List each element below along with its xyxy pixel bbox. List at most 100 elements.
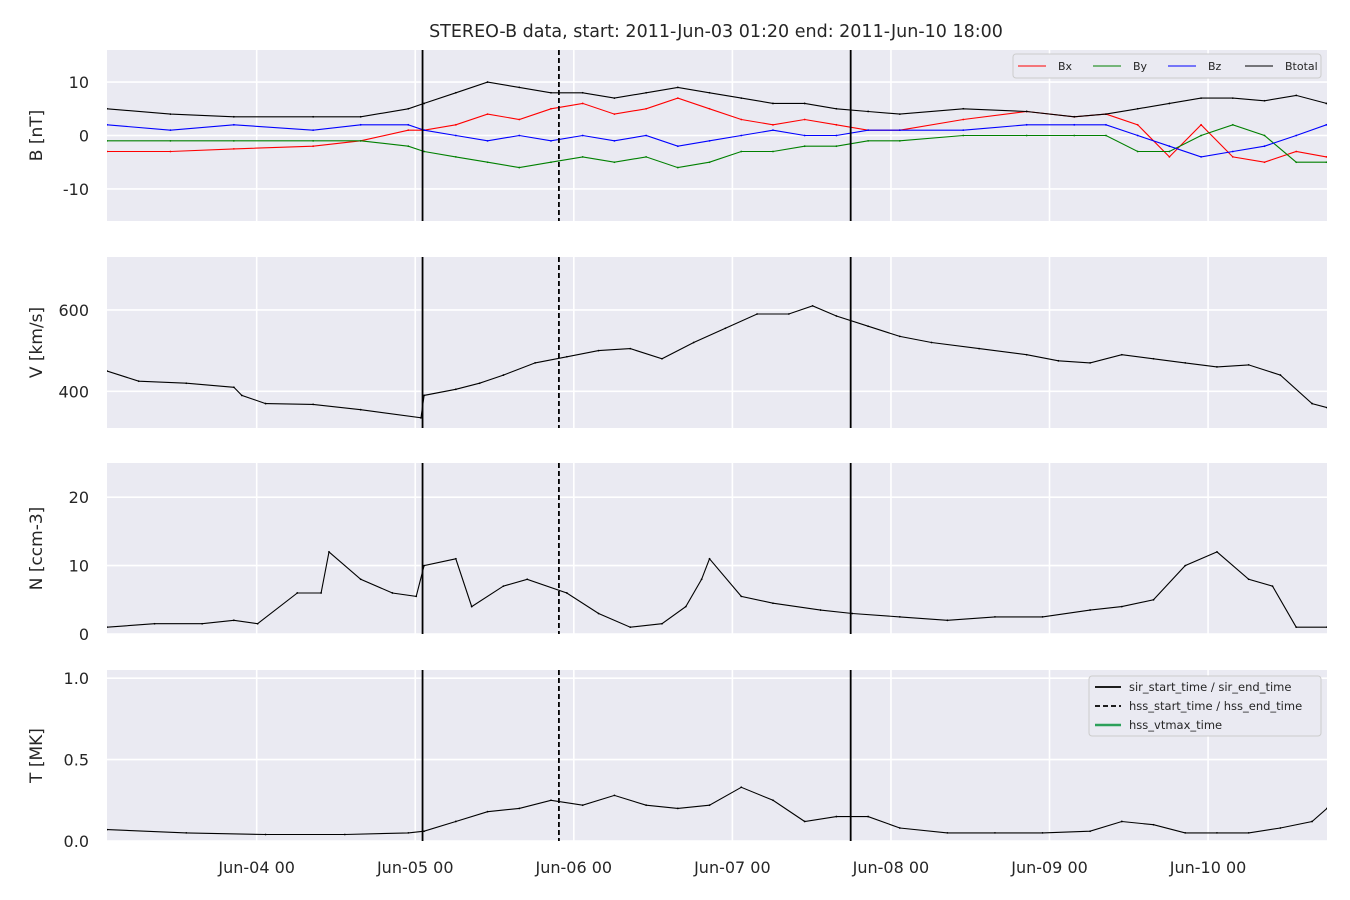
data-point: [1089, 361, 1092, 364]
data-point: [296, 592, 299, 594]
data-point-by: [1295, 161, 1298, 164]
data-point: [1279, 374, 1282, 376]
data-point-by: [359, 139, 362, 142]
data-point-bx: [169, 150, 172, 153]
data-point-by: [107, 139, 108, 142]
panel-4: 0.0 0.5 1.0 T [MK] sir_start_time / sir_end_…: [27, 669, 1327, 851]
data-point: [534, 361, 537, 364]
data-point: [1279, 827, 1282, 829]
data-point-bx: [454, 123, 457, 126]
data-point: [526, 578, 529, 581]
data-point-bz: [645, 134, 648, 137]
data-point-bz: [169, 129, 172, 132]
legend-label: hss_vtmax_time: [1129, 718, 1222, 732]
data-point-btotal: [107, 107, 108, 110]
data-point: [486, 810, 489, 813]
data-point: [1089, 609, 1092, 611]
data-point: [320, 592, 322, 594]
y-tick-label: 0.5: [64, 751, 89, 770]
panel-3: 0 10 20 N [ccm-3]: [27, 463, 1327, 644]
data-point-btotal: [359, 115, 362, 118]
data-point-by: [1136, 150, 1139, 153]
data-point: [772, 602, 774, 605]
data-point-bz: [708, 139, 711, 142]
data-point-bz: [1231, 150, 1234, 153]
data-point-by: [518, 166, 521, 169]
data-point-by: [676, 166, 679, 169]
data-point: [819, 609, 822, 611]
data-point-bz: [835, 134, 838, 137]
data-point-by: [1200, 134, 1202, 137]
data-point-by: [550, 161, 552, 164]
data-point: [423, 830, 426, 833]
x-tick-label: Jun-05 00: [376, 858, 454, 877]
data-point: [597, 349, 600, 352]
legend-b-field: Bx By Bz Btotal: [1012, 53, 1322, 79]
data-point: [930, 341, 933, 344]
data-point-by: [645, 155, 648, 158]
data-point: [1216, 366, 1218, 368]
data-point: [1152, 357, 1155, 360]
data-point: [1326, 406, 1327, 409]
data-point-bz: [803, 134, 806, 137]
data-point: [1120, 820, 1123, 823]
data-point: [185, 382, 188, 385]
legend-events: sir_start_time / sir_end_time hss_start_t…: [1088, 675, 1322, 737]
data-point-btotal: [772, 102, 774, 105]
data-point-bx: [676, 97, 679, 99]
legend-label: Bx: [1058, 60, 1073, 73]
legend-box: [1012, 53, 1322, 79]
data-point-by: [1263, 134, 1266, 137]
panel-1: -10 0 10 B [nT] Bx By Bz Btotal: [27, 50, 1327, 221]
data-point-btotal: [835, 107, 838, 110]
data-point-bz: [454, 134, 457, 137]
data-point: [700, 578, 703, 581]
y-axis-label: V [km/s]: [27, 307, 47, 378]
x-tick-label: Jun-10 00: [1169, 858, 1247, 877]
data-point: [454, 820, 457, 823]
data-point-btotal: [1168, 102, 1171, 105]
data-point: [1120, 605, 1123, 608]
data-point-btotal: [613, 97, 616, 99]
data-point: [256, 622, 259, 625]
x-tick-label: Jun-07 00: [693, 858, 771, 877]
data-point: [835, 815, 838, 818]
data-point-btotal: [407, 107, 410, 110]
data-point: [343, 833, 346, 836]
data-point: [811, 304, 814, 307]
y-tick-label: 1.0: [64, 669, 89, 688]
data-point: [328, 551, 330, 553]
data-point-btotal: [1073, 115, 1076, 118]
data-point-btotal: [708, 91, 711, 94]
data-point-btotal: [867, 110, 870, 113]
data-point: [597, 612, 600, 615]
data-point-bz: [232, 123, 235, 126]
data-point-bz: [772, 129, 774, 132]
data-point: [1311, 402, 1313, 405]
legend-label: By: [1133, 60, 1148, 73]
data-point: [898, 827, 901, 829]
data-point-bx: [740, 118, 743, 121]
data-point: [676, 807, 679, 810]
data-point-bx: [1263, 161, 1266, 164]
data-point-by: [454, 155, 457, 158]
figure-title: STEREO-B data, start: 2011-Jun-03 01:20 …: [429, 22, 1003, 42]
data-point: [803, 820, 806, 823]
data-point-bx: [1136, 123, 1139, 126]
data-point-bz: [1200, 155, 1202, 158]
data-point-by: [1168, 150, 1171, 153]
y-axis-label: B [nT]: [27, 110, 47, 162]
data-point-bx: [1325, 155, 1327, 158]
plot-area: [107, 257, 1327, 428]
data-point-btotal: [645, 91, 648, 94]
y-tick-label: 600: [58, 301, 89, 320]
data-point: [240, 394, 243, 397]
data-point-bz: [107, 123, 108, 126]
data-point-by: [407, 145, 410, 148]
data-point: [359, 408, 362, 411]
data-point: [1184, 831, 1187, 834]
data-point-by: [708, 161, 711, 164]
data-point-bx: [107, 150, 108, 153]
data-point: [1216, 831, 1218, 834]
